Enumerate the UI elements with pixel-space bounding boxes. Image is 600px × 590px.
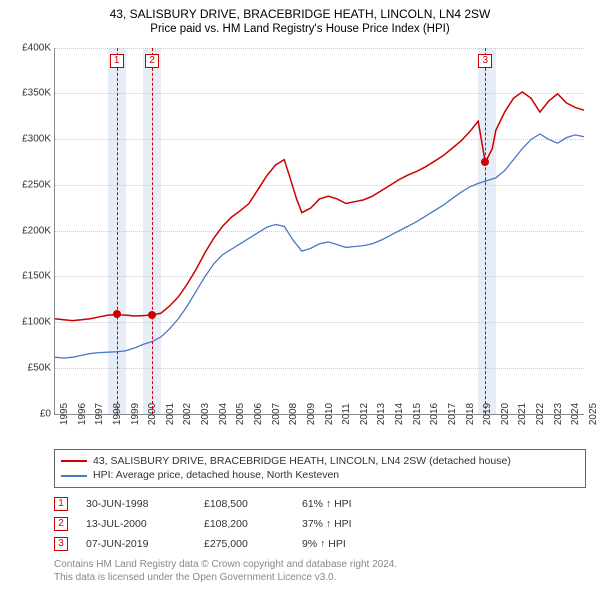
x-tick-label: 2010 [320,403,335,425]
title-block: 43, SALISBURY DRIVE, BRACEBRIDGE HEATH, … [10,6,590,38]
sale-marker-box: 1 [110,54,124,68]
x-tick-label: 2006 [249,403,264,425]
x-tick-label: 2025 [584,403,599,425]
legend-item: HPI: Average price, detached house, Nort… [61,468,579,483]
line-svg [55,48,584,414]
x-tick-label: 2002 [178,403,193,425]
sale-marker-box: 2 [145,54,159,68]
x-tick-label: 2009 [302,403,317,425]
x-tick-label: 2016 [425,403,440,425]
y-tick-label: £350K [15,88,55,99]
sales-row: 1 30-JUN-1998 £108,500 61% ↑ HPI [54,494,586,514]
x-tick-label: 2015 [408,403,423,425]
plot-box: £0£50K£100K£150K£200K£250K£300K£350K£400… [54,48,584,415]
sales-table: 1 30-JUN-1998 £108,500 61% ↑ HPI 2 13-JU… [54,494,586,554]
y-tick-label: £250K [15,179,55,190]
x-tick-label: 2004 [214,403,229,425]
x-tick-label: 2011 [337,403,352,425]
sale-vline [152,48,153,414]
x-tick-label: 2018 [461,403,476,425]
legend-swatch [61,460,87,462]
x-tick-label: 2013 [372,403,387,425]
sale-pct: 61% ↑ HPI [302,498,392,510]
series-line-price_paid [55,92,584,321]
x-tick-label: 2024 [566,403,581,425]
y-tick-label: £300K [15,134,55,145]
x-tick-label: 1996 [73,403,88,425]
x-tick-label: 2001 [161,403,176,425]
legend: 43, SALISBURY DRIVE, BRACEBRIDGE HEATH, … [54,449,586,488]
sale-price: £108,200 [204,518,284,530]
y-tick-label: £150K [15,271,55,282]
x-tick-label: 2008 [284,403,299,425]
sale-date: 13-JUL-2000 [86,518,186,530]
y-tick-label: £0 [15,408,55,419]
x-tick-label: 1997 [90,403,105,425]
sale-marker-box: 1 [54,497,68,511]
sale-date: 07-JUN-2019 [86,538,186,550]
attribution-line: Contains HM Land Registry data © Crown c… [54,558,586,571]
y-tick-label: £50K [15,362,55,373]
chart-title: 43, SALISBURY DRIVE, BRACEBRIDGE HEATH, … [10,6,590,22]
x-tick-label: 2003 [196,403,211,425]
x-tick-label: 2017 [443,403,458,425]
legend-label: 43, SALISBURY DRIVE, BRACEBRIDGE HEATH, … [93,454,511,469]
sale-pct: 37% ↑ HPI [302,518,392,530]
y-tick-label: £400K [15,42,55,53]
legend-swatch [61,475,87,477]
sale-dot [481,158,489,166]
x-tick-label: 2022 [531,403,546,425]
x-tick-label: 2021 [513,403,528,425]
sale-dot [113,310,121,318]
sale-marker-box: 3 [54,537,68,551]
x-tick-label: 1995 [55,403,70,425]
x-tick-label: 2012 [355,403,370,425]
sales-row: 2 13-JUL-2000 £108,200 37% ↑ HPI [54,514,586,534]
sale-price: £108,500 [204,498,284,510]
x-tick-label: 1999 [126,403,141,425]
sale-date: 30-JUN-1998 [86,498,186,510]
sale-dot [148,311,156,319]
attribution-line: This data is licensed under the Open Gov… [54,571,586,584]
x-tick-label: 2005 [231,403,246,425]
legend-label: HPI: Average price, detached house, Nort… [93,468,339,483]
x-tick-label: 2014 [390,403,405,425]
sale-vline [117,48,118,414]
x-tick-label: 2020 [496,403,511,425]
chart-area: £0 £50K £100K £150K £200K £250K £300K £350K £400… [10,44,590,445]
series-line-hpi [55,134,584,358]
chart-container: 43, SALISBURY DRIVE, BRACEBRIDGE HEATH, … [0,0,600,590]
x-tick-label: 2023 [549,403,564,425]
sale-pct: 9% ↑ HPI [302,538,392,550]
chart-subtitle: Price paid vs. HM Land Registry's House … [10,22,590,38]
sale-marker-box: 2 [54,517,68,531]
y-tick-label: £100K [15,317,55,328]
sales-row: 3 07-JUN-2019 £275,000 9% ↑ HPI [54,534,586,554]
x-tick-label: 2007 [267,403,282,425]
legend-item: 43, SALISBURY DRIVE, BRACEBRIDGE HEATH, … [61,454,579,469]
sale-marker-box: 3 [478,54,492,68]
x-tick-label: 2000 [143,403,158,425]
x-tick-label: 1998 [108,403,123,425]
attribution: Contains HM Land Registry data © Crown c… [54,558,586,584]
sale-price: £275,000 [204,538,284,550]
y-tick-label: £200K [15,225,55,236]
sale-vline [485,48,486,414]
